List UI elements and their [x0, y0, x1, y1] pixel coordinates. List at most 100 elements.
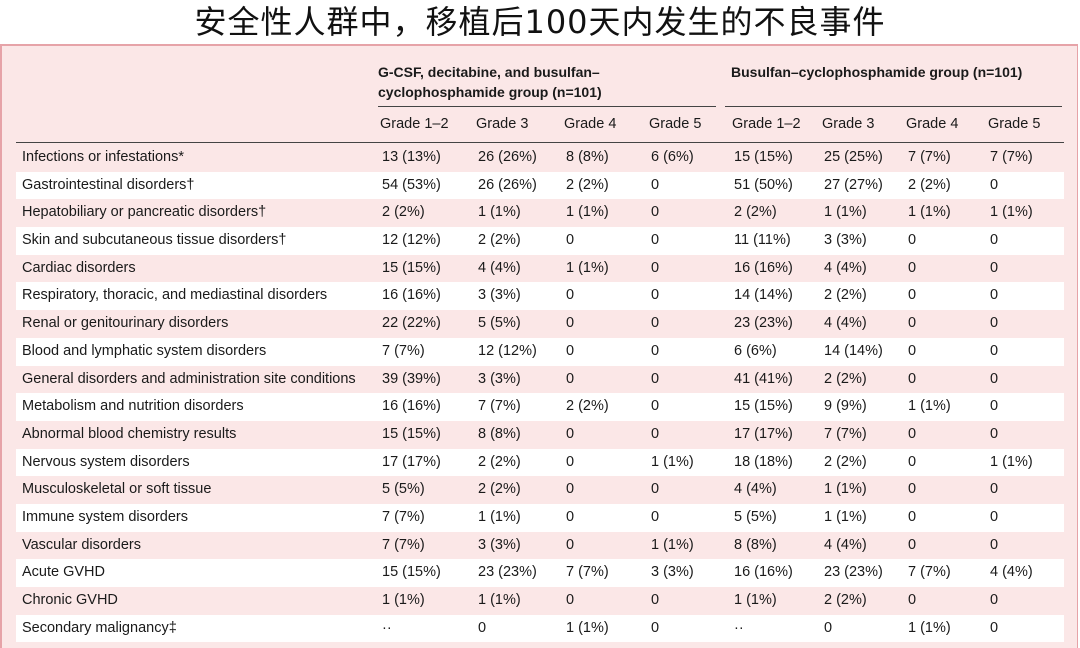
cell-group-b-grade-4: 0: [990, 370, 999, 387]
cell-group-b-grade-1: 4 (4%): [734, 481, 777, 498]
cell-group-a-grade-2: 26 (26%): [478, 149, 537, 165]
cell-group-a-grade-4: 1 (1%): [651, 453, 694, 470]
cell-group-a-grade-1: 7 (7%): [382, 508, 425, 525]
row-label: Vascular disorders: [22, 536, 142, 553]
cell-group-b-grade-1: 8 (8%): [734, 536, 777, 553]
cell-group-a-grade-1: 16 (16%): [382, 398, 441, 415]
cell-group-b-grade-3: 0: [908, 259, 917, 276]
table-row: Cardiac disorders 15 (15%) 4 (4%) 1 (1%) 0 16…: [16, 255, 1064, 283]
cell-group-b-grade-4: 0: [990, 481, 999, 498]
cell-group-b-grade-4: 0: [990, 315, 999, 332]
cell-group-a-grade-4: 0: [651, 287, 660, 304]
row-label: Infections or infestations*: [22, 149, 185, 165]
cell-group-a-grade-2: 8 (8%): [478, 425, 521, 442]
cell-group-a-grade-3: 8 (8%): [566, 149, 609, 165]
cell-group-b-grade-4: 0: [990, 592, 999, 608]
row-label: Musculoskeletal or soft tissue: [22, 481, 212, 498]
cell-group-a-grade-4: 0: [651, 232, 660, 249]
cell-group-b-grade-3: 0: [908, 287, 917, 304]
cell-group-b-grade-2: 9 (9%): [824, 398, 867, 415]
table-row: Immune system disorders 7 (7%) 1 (1%) 0 0 5 (…: [16, 503, 1064, 532]
cell-group-a-grade-2: 12 (12%): [478, 342, 537, 359]
row-label: Blood and lymphatic system disorders: [22, 342, 267, 359]
cell-group-b-grade-2: 1 (1%): [824, 481, 867, 498]
cell-group-b-grade-1: 17 (17%): [734, 425, 793, 442]
cell-group-a-grade-1: 13 (13%): [382, 149, 441, 165]
cell-group-a-grade-4: 0: [651, 508, 660, 525]
cell-group-a-grade-3: 0: [566, 370, 575, 387]
cell-group-b-grade-3: 0: [908, 508, 917, 525]
cell-group-a-grade-3: 7 (7%): [566, 564, 609, 581]
table-row: Renal or genitourinary disorders 22 (22%)…: [16, 310, 1064, 338]
cell-group-b-grade-4: 0: [990, 536, 999, 553]
cell-group-b-grade-2: 4 (4%): [824, 259, 867, 276]
cell-group-a-grade-2: 1 (1%): [478, 204, 521, 221]
row-label: Abnormal blood chemistry results: [22, 425, 237, 442]
cell-group-b-grade-3: 1 (1%): [908, 204, 951, 221]
cell-group-a-grade-1: 17 (17%): [382, 453, 441, 470]
cell-group-b-grade-3: 7 (7%): [908, 149, 951, 165]
row-label: Secondary malignancy‡: [22, 619, 177, 636]
grade-header-a-1: Grade 1–2: [380, 116, 449, 132]
cell-group-b-grade-1: 23 (23%): [734, 315, 793, 332]
row-label: Nervous system disorders: [22, 453, 190, 470]
cell-group-b-grade-4: 0: [990, 232, 999, 249]
grade-header-b-3: Grade 4: [906, 116, 959, 132]
cell-group-a-grade-4: 0: [651, 592, 660, 608]
cell-group-b-grade-3: 0: [908, 425, 917, 442]
cell-group-a-grade-1: 1 (1%): [382, 592, 425, 608]
table-row: Gastrointestinal disorders† 54 (53%) 26 (2…: [16, 171, 1064, 200]
cell-group-a-grade-1: 15 (15%): [382, 564, 441, 581]
cell-group-a-grade-3: 1 (1%): [566, 204, 609, 221]
row-label: Renal or genitourinary disorders: [22, 315, 229, 332]
table-row: Nervous system disorders 17 (17%) 2 (2%) 0 1…: [16, 448, 1064, 477]
cell-group-a-grade-1: 5 (5%): [382, 481, 425, 498]
cell-group-b-grade-4: 7 (7%): [990, 149, 1033, 165]
cell-group-b-grade-2: 2 (2%): [824, 453, 867, 470]
cell-group-b-grade-4: 0: [990, 619, 999, 636]
cell-group-a-grade-2: 1 (1%): [478, 508, 521, 525]
cell-group-a-grade-4: 0: [651, 204, 660, 221]
group-a-name-line1: G-CSF, decitabine, and busulfan–: [378, 64, 600, 80]
cell-group-b-grade-3: 0: [908, 453, 917, 470]
group-a-divider: [378, 106, 716, 107]
cell-group-b-grade-3: 0: [908, 232, 917, 249]
cell-group-b-grade-4: 0: [990, 342, 999, 359]
cell-group-b-grade-2: 3 (3%): [824, 232, 867, 249]
cell-group-b-grade-2: 0: [824, 619, 833, 636]
cell-group-a-grade-1: 2 (2%): [382, 204, 425, 221]
row-label: General disorders and administration sit…: [22, 370, 356, 387]
cell-group-a-grade-3: 2 (2%): [566, 398, 609, 415]
cell-group-b-grade-4: 0: [990, 398, 999, 415]
cell-group-b-grade-1: 11 (11%): [734, 232, 791, 249]
cell-group-b-grade-1: 15 (15%): [734, 398, 793, 415]
cell-group-a-grade-3: 0: [566, 592, 575, 608]
cell-group-b-grade-2: 27 (27%): [824, 176, 883, 193]
cell-group-b-grade-3: 7 (7%): [908, 564, 951, 581]
cell-group-a-grade-3: 0: [566, 232, 575, 249]
cell-group-b-grade-1: 51 (50%): [734, 176, 793, 193]
cell-group-a-grade-3: 0: [566, 453, 575, 470]
cell-group-a-grade-4: 0: [651, 481, 660, 498]
table-row: Metabolism and nutrition disorders 16 (16…: [16, 393, 1064, 421]
cell-group-a-grade-3: 0: [566, 481, 575, 498]
cell-group-b-grade-3: 0: [908, 315, 917, 332]
cell-group-a-grade-4: 0: [651, 619, 660, 636]
group-b-name-line1: Busulfan–cyclophosphamide group (n=101): [731, 64, 1023, 80]
grade-header-b-1: Grade 1–2: [732, 116, 801, 132]
cell-group-a-grade-2: 2 (2%): [478, 453, 521, 470]
cell-group-a-grade-2: 7 (7%): [478, 398, 521, 415]
cell-group-b-grade-2: 4 (4%): [824, 536, 867, 553]
cell-group-b-grade-2: 1 (1%): [824, 508, 867, 525]
cell-group-b-grade-4: 0: [990, 176, 999, 193]
page-title: 安全性人群中，移植后100天内发生的不良事件: [194, 3, 886, 41]
row-label: Hepatobiliary or pancreatic disorders†: [22, 204, 267, 221]
cell-group-b-grade-1: 16 (16%): [734, 259, 793, 276]
cell-group-a-grade-1: 15 (15%): [382, 425, 441, 442]
cell-group-a-grade-1: 7 (7%): [382, 342, 425, 359]
cell-group-a-grade-4: 0: [651, 315, 660, 332]
cell-group-b-grade-1: 41 (41%): [734, 370, 793, 387]
cell-group-b-grade-1: 18 (18%): [734, 453, 793, 470]
cell-group-b-grade-4: 0: [990, 425, 999, 442]
cell-group-a-grade-1: 15 (15%): [382, 259, 441, 276]
